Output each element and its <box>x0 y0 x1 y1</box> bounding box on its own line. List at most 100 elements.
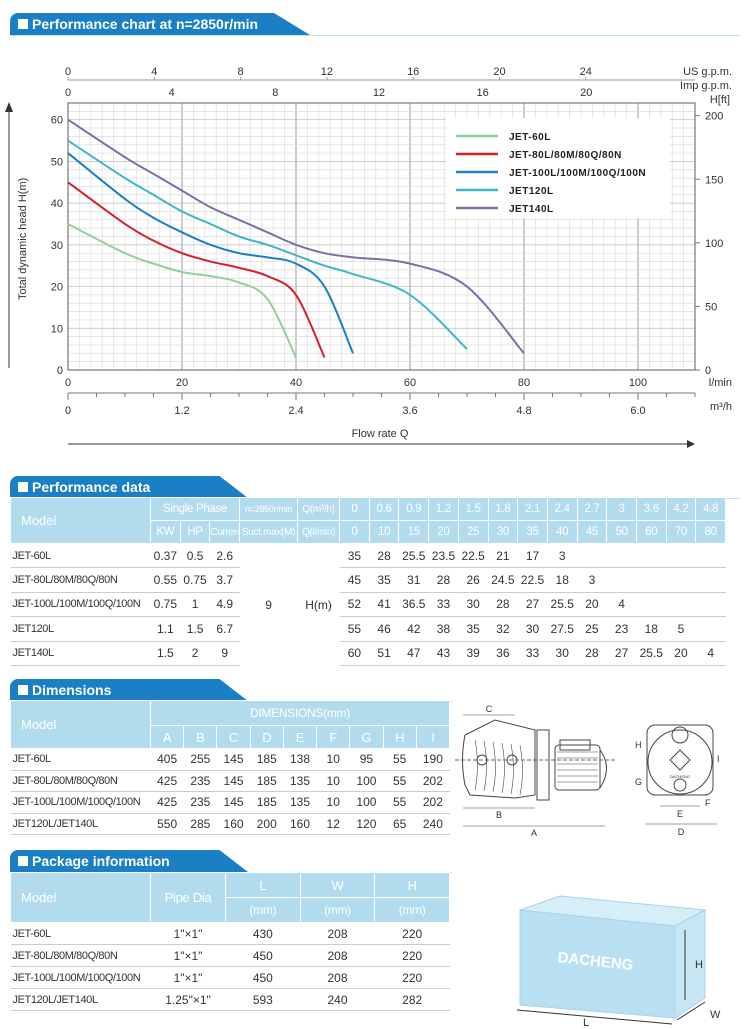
column-header: 1.2 <box>428 497 459 521</box>
pump-housing-front <box>646 724 714 796</box>
model-cell: JET-100L/100M/100Q/100N <box>10 966 151 989</box>
table-cell: 2 <box>180 641 210 666</box>
box-height-label: H <box>695 959 703 971</box>
column-header: Q(l/min) <box>297 520 341 544</box>
table-cell: 27 <box>606 641 637 666</box>
legend-label: JET120L <box>509 186 554 197</box>
table-cell: 39 <box>458 641 488 666</box>
x2-axis-unit: m³/h <box>710 401 732 413</box>
top-port <box>671 726 689 744</box>
table-row: JET-100L/100M/100Q/100N 425 235 145 185 135 10… <box>10 791 450 814</box>
table-cell: 0.5 <box>180 543 210 569</box>
column-header: I <box>415 725 451 749</box>
x2-tick-label: 6.0 <box>630 405 645 417</box>
box-side <box>674 909 706 1019</box>
table-cell: 200 <box>250 813 284 835</box>
table-cell <box>695 592 726 618</box>
table-cell: 17 <box>517 543 548 569</box>
model-cell: JET140L <box>10 641 151 666</box>
column-header: 40 <box>546 520 578 544</box>
column-header: E <box>282 725 318 749</box>
pump-rib <box>492 741 496 793</box>
table-row: JET-100L/100M/100Q/100N 0.75 1 4.9 52 41 36.5 3… <box>10 592 726 618</box>
dimension-label: E <box>677 809 683 819</box>
imp-gpm-tick-label: 16 <box>476 87 488 99</box>
model-cell: JET-100L/100M/100Q/100N <box>10 592 151 618</box>
column-header: Model <box>10 497 151 544</box>
table-cell: 55 <box>339 616 370 642</box>
table-cell: 593 <box>225 988 301 1011</box>
x-axis-unit: l/min <box>709 377 732 389</box>
dimension-label: C <box>486 704 493 714</box>
table-cell: 235 <box>183 791 217 814</box>
column-header: DIMENSIONS(mm) <box>150 700 450 726</box>
table-cell: 36 <box>488 641 518 666</box>
y-tick-label: 40 <box>51 198 63 210</box>
series-line <box>67 181 326 358</box>
table-row: JET-60L 0.37 0.5 2.6 9 H(m) 35 28 25.5 23.5 22.5 21… <box>10 543 726 612</box>
y-tick-label: 0 <box>57 365 63 377</box>
table-row: JET120L/JET140L 550 285 160 200 160 12 120 65 240 <box>10 813 450 835</box>
column-header: 25 <box>457 520 489 544</box>
x2-tick-label: 2.4 <box>288 405 303 417</box>
table-cell: 31 <box>398 567 429 593</box>
table-cell: 1 <box>180 592 210 618</box>
table-cell: 138 <box>283 748 317 771</box>
package-box-drawing: DACHENG HLW <box>516 895 721 1028</box>
table-cell: 95 <box>349 748 384 771</box>
table-cell: 145 <box>216 791 251 814</box>
column-header: KW <box>150 520 181 544</box>
column-header: C <box>216 725 251 749</box>
dimension-label: F <box>705 798 711 808</box>
drain-port <box>673 778 687 792</box>
table-cell <box>666 567 696 593</box>
table-cell <box>636 592 667 618</box>
table-cell: 160 <box>216 813 251 835</box>
table-cell: 25.5 <box>636 641 667 666</box>
column-header: Single Phase <box>149 497 241 521</box>
table-cell: 425 <box>150 770 184 792</box>
legend-label: JET-100L/100M/100Q/100N <box>509 168 646 179</box>
table-cell <box>577 543 607 569</box>
table-cell: 1.5 <box>150 641 181 666</box>
table-cell: 1"×1" <box>150 944 226 967</box>
column-header: 60 <box>635 520 667 544</box>
column-header: 15 <box>398 520 430 544</box>
table-row: JET-60L 1"×1" 430 208 220 <box>10 922 450 945</box>
section-title: Package information <box>10 850 248 872</box>
table-cell: 208 <box>300 944 375 967</box>
table-cell: 38 <box>428 616 459 642</box>
table-cell: 23 <box>606 616 637 642</box>
us-gpm-tick-label: 20 <box>493 66 505 78</box>
table-cell <box>695 567 726 593</box>
table-cell: 135 <box>283 791 317 814</box>
x-tick-label: 60 <box>404 377 416 389</box>
table-cell: 282 <box>374 988 450 1011</box>
fan-cover <box>599 749 607 789</box>
column-header: Model <box>10 700 151 749</box>
table-cell: 65 <box>383 813 417 835</box>
table-cell: 425 <box>150 791 184 814</box>
table-cell: 36.5 <box>398 592 429 618</box>
column-header: 4.2 <box>665 497 697 521</box>
table-cell: 32 <box>488 616 518 642</box>
table-cell: 22.5 <box>458 543 488 569</box>
table-cell: 190 <box>416 748 450 771</box>
column-header: (mm) <box>374 897 450 923</box>
table-cell: 28 <box>369 543 399 569</box>
table-cell: 28 <box>428 567 459 593</box>
right-tick-label: 100 <box>705 238 723 250</box>
column-header: 0.6 <box>368 497 400 521</box>
table-cell: 30 <box>458 592 488 618</box>
model-cell: JET120L/JET140L <box>10 988 151 1011</box>
table-cell <box>606 567 637 593</box>
column-header: n=2850r/min <box>239 497 299 521</box>
y-tick-label: 50 <box>51 156 63 168</box>
table-cell: 220 <box>374 966 450 989</box>
column-header: 2.7 <box>576 497 608 521</box>
arrow-head-icon <box>687 440 695 448</box>
table-cell <box>606 543 637 569</box>
series-line <box>67 152 354 354</box>
table-cell: 185 <box>250 748 284 771</box>
